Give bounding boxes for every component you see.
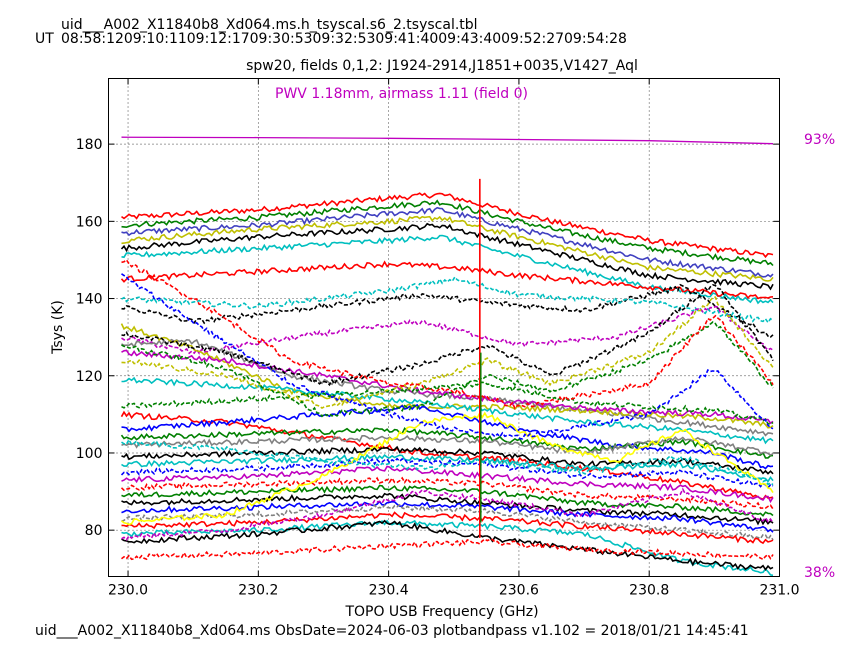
tsys-series-line	[121, 349, 774, 425]
x-tick-label: 230.2	[238, 583, 278, 599]
x-tick-label: 231.0	[759, 583, 799, 599]
plot-area: 230.0 230.2 230.4 230.6 230.8 231.0 80 100 120 14…	[76, 78, 800, 599]
x-tick-label: 230.6	[499, 583, 539, 599]
tsys-series-line	[121, 275, 774, 324]
footer-info: uid___A002_X11840b8_Xd064.ms ObsDate=202…	[35, 623, 749, 639]
tsys-series-line	[121, 199, 774, 267]
x-axis-label: TOPO USB Frequency (GHz)	[344, 604, 538, 620]
tsys-series-line	[121, 465, 774, 504]
tsys-series-line	[121, 519, 774, 577]
y-tick-label: 160	[76, 214, 103, 230]
tsys-series-line	[121, 338, 774, 437]
y-tick-label: 180	[76, 137, 103, 153]
tsys-series-line	[121, 258, 774, 410]
y-tick-label: 80	[85, 523, 103, 539]
transmission-top-label: 93%	[804, 132, 835, 148]
y-axis-label: Tsys (K)	[50, 300, 66, 355]
chart-ut-times: 08:58:1209:10:1109:12:1709:30:5309:32:53…	[61, 31, 627, 47]
tsys-series-line	[121, 511, 774, 545]
tsys-series-line	[121, 487, 774, 541]
axis-ticks: 230.0 230.2 230.4 230.6 230.8 231.0 80 100 120 14…	[76, 78, 800, 599]
tsys-series-line	[120, 323, 774, 429]
tsys-series-line	[120, 222, 774, 291]
transmission-bottom-label: 38%	[804, 565, 835, 581]
tsys-series-line	[121, 376, 774, 445]
tsys-series-line	[121, 206, 774, 278]
chart-ut-prefix: UT	[35, 31, 54, 47]
tsys-series-line	[121, 305, 774, 355]
tsys-series-line	[121, 484, 774, 517]
tsys-series-line	[121, 453, 774, 483]
tsys-series-group	[120, 136, 774, 577]
y-tick-label: 140	[76, 292, 103, 308]
tsys-series-line	[121, 519, 774, 572]
y-tick-label: 100	[76, 446, 103, 462]
tsys-series-line	[121, 500, 774, 533]
tsys-series-line	[120, 457, 774, 489]
tsys-series-line	[121, 434, 774, 457]
chart-title: spw20, fields 0,1,2: J1924-2914,J1851+00…	[246, 58, 638, 74]
tsys-series-line	[121, 438, 774, 486]
tsys-series-line	[121, 284, 774, 387]
tsys-series-line	[121, 192, 774, 259]
x-tick-label: 230.0	[108, 583, 148, 599]
tsys-series-line	[121, 403, 774, 470]
tsys-series-line	[121, 492, 774, 526]
x-tick-label: 230.4	[369, 583, 409, 599]
y-tick-label: 120	[76, 369, 103, 385]
tsys-series-line	[121, 321, 774, 418]
tsys-series-line	[121, 273, 774, 440]
tsys-series-line	[121, 381, 774, 425]
plot-background	[108, 78, 780, 577]
tsys-series-line	[121, 283, 774, 339]
x-tick-label: 230.8	[629, 583, 669, 599]
pwv-annotation: PWV 1.18mm, airmass 1.11 (field 0)	[275, 86, 528, 102]
tsys-series-line	[121, 411, 774, 526]
chart-filename: uid___A002_X11840b8_Xd064.ms.h_tsyscal.s…	[61, 17, 478, 33]
tsys-series-line	[121, 538, 774, 561]
tsys-series-line	[121, 296, 774, 410]
tsys-series-line	[121, 215, 774, 282]
tsys-series-line	[120, 476, 774, 510]
transmission-curve	[121, 136, 774, 145]
plot-frame	[108, 78, 780, 577]
